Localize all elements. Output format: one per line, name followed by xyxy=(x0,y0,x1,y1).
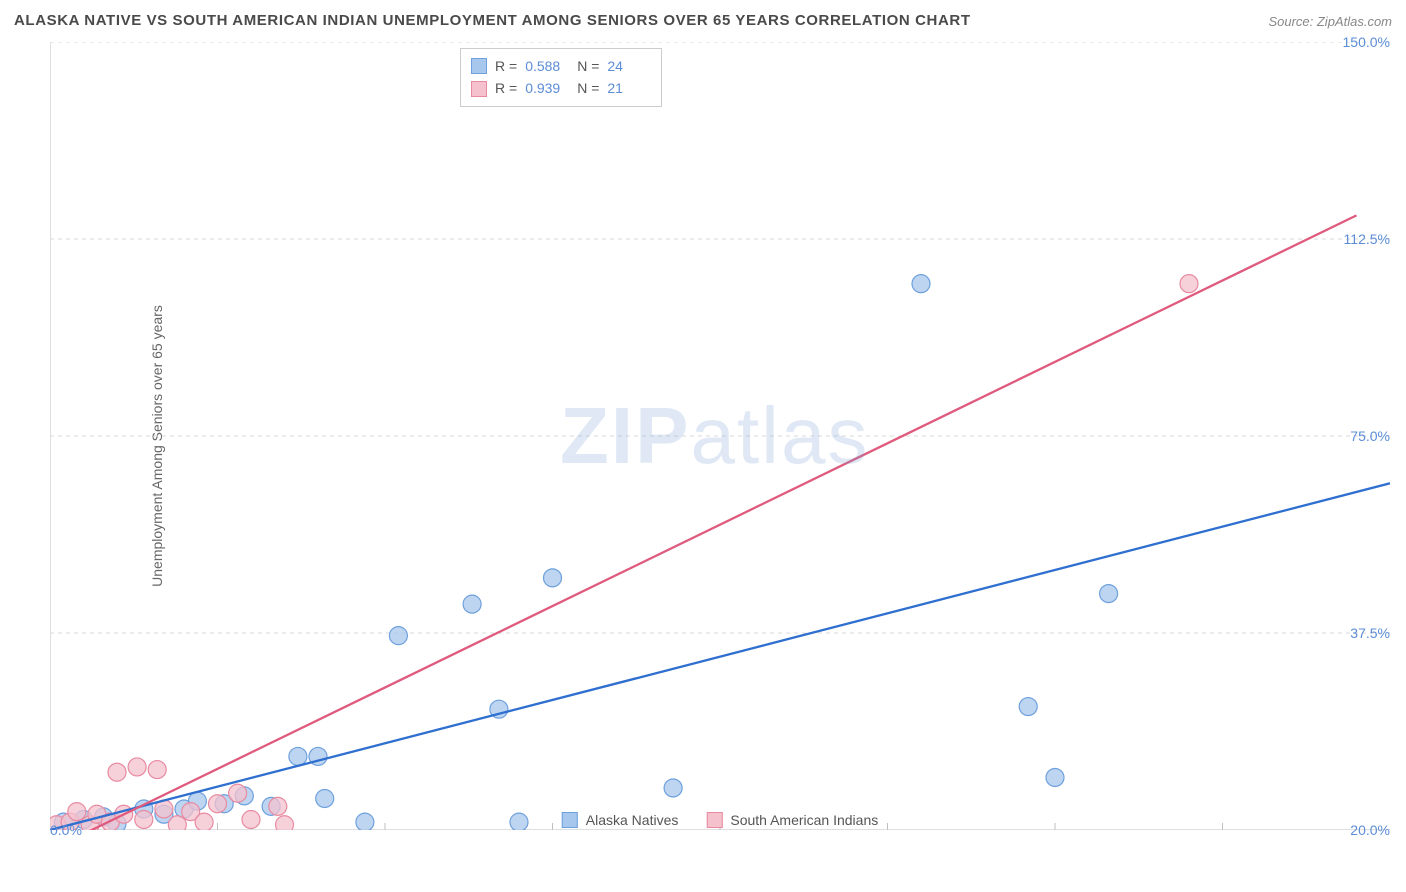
legend-swatch-alaska xyxy=(562,812,578,828)
r-label: R = xyxy=(495,77,517,99)
legend-swatch-sai xyxy=(706,812,722,828)
plot-svg xyxy=(50,42,1390,830)
plot-area: ZIPatlas R =0.588N =24R =0.939N =21 0.0%… xyxy=(50,42,1390,830)
r-value: 0.588 xyxy=(525,55,569,77)
y-tick-label: 37.5% xyxy=(1350,625,1390,641)
y-tick-label: 75.0% xyxy=(1350,428,1390,444)
chart-title: ALASKA NATIVE VS SOUTH AMERICAN INDIAN U… xyxy=(14,12,971,29)
legend-swatch xyxy=(471,81,487,97)
chart-container: ALASKA NATIVE VS SOUTH AMERICAN INDIAN U… xyxy=(0,0,1406,892)
legend-item-alaska: Alaska Natives xyxy=(562,812,679,828)
x-axis-max-label: 20.0% xyxy=(1350,822,1390,838)
legend-row: R = 0.588 N = 24 xyxy=(471,55,651,77)
legend-row: R = 0.939 N = 21 xyxy=(471,77,651,99)
legend-item-sai: South American Indians xyxy=(706,812,878,828)
n-value: 21 xyxy=(607,77,651,99)
r-value: 0.939 xyxy=(525,77,569,99)
series-legend: Alaska Natives South American Indians xyxy=(562,812,878,828)
y-tick-label: 150.0% xyxy=(1343,34,1390,50)
legend-label-alaska: Alaska Natives xyxy=(586,812,679,828)
legend-swatch xyxy=(471,58,487,74)
n-value: 24 xyxy=(607,55,651,77)
legend-label-sai: South American Indians xyxy=(730,812,878,828)
source-attribution: Source: ZipAtlas.com xyxy=(1268,14,1392,29)
n-label: N = xyxy=(577,55,599,77)
r-label: R = xyxy=(495,55,517,77)
x-axis-min-label: 0.0% xyxy=(50,822,82,838)
n-label: N = xyxy=(577,77,599,99)
y-tick-label: 112.5% xyxy=(1344,231,1390,247)
correlation-legend: R = 0.588 N = 24 R = 0.939 N = 21 xyxy=(460,48,662,107)
